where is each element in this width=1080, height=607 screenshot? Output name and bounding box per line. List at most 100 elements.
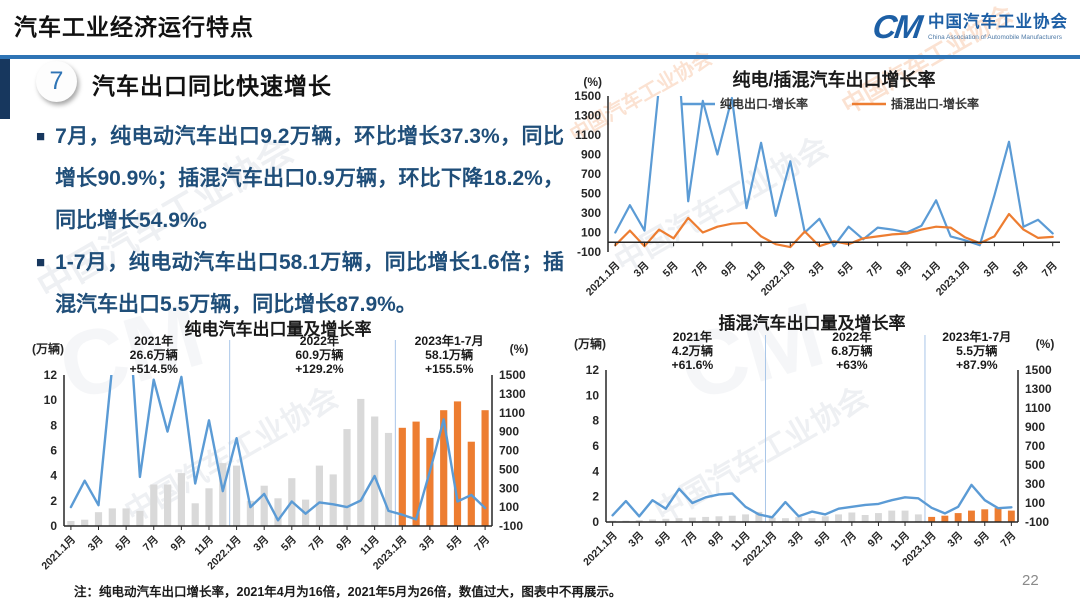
svg-text:5月: 5月 bbox=[972, 530, 992, 550]
svg-text:8: 8 bbox=[50, 418, 57, 432]
chart-phev-export-volume: -100 100 300 500 700 900 1100 1300 1500 0 2 4 6 8 10 12… bbox=[562, 310, 1074, 578]
svg-text:7月: 7月 bbox=[690, 260, 710, 280]
svg-text:700: 700 bbox=[499, 444, 519, 458]
svg-text:900: 900 bbox=[1025, 420, 1045, 434]
svg-text:500: 500 bbox=[581, 187, 601, 201]
svg-text:12: 12 bbox=[44, 368, 58, 382]
svg-text:1500: 1500 bbox=[1025, 363, 1052, 377]
svg-text:500: 500 bbox=[1025, 458, 1045, 472]
chart-growth-rates: -100 100 300 500 700 900 1100 1300 1500 2021.1月 3月… bbox=[562, 62, 1074, 300]
svg-text:100: 100 bbox=[1025, 496, 1045, 510]
svg-text:7月: 7月 bbox=[141, 534, 161, 554]
svg-text:(万辆): (万辆) bbox=[574, 336, 606, 351]
svg-text:300: 300 bbox=[1025, 477, 1045, 491]
svg-text:5月: 5月 bbox=[1011, 260, 1031, 280]
logo-org-name: 中国汽车工业协会 bbox=[928, 13, 1068, 32]
svg-text:2: 2 bbox=[50, 494, 57, 508]
svg-text:300: 300 bbox=[581, 206, 601, 220]
svg-text:1100: 1100 bbox=[575, 128, 601, 142]
svg-text:+155.5%: +155.5% bbox=[425, 362, 474, 376]
svg-text:2023年1-7月: 2023年1-7月 bbox=[415, 333, 484, 348]
svg-text:纯电汽车出口量及增长率: 纯电汽车出口量及增长率 bbox=[185, 319, 372, 339]
svg-text:3月: 3月 bbox=[632, 260, 652, 280]
svg-text:3月: 3月 bbox=[786, 530, 806, 550]
svg-text:5.5万辆: 5.5万辆 bbox=[956, 343, 997, 358]
svg-text:2021年: 2021年 bbox=[134, 333, 173, 348]
bullet-item: ■ 1-7月，纯电动汽车出口58.1万辆，同比增长1.6倍；插混汽车出口5.5万… bbox=[36, 242, 564, 326]
svg-text:900: 900 bbox=[499, 425, 519, 439]
svg-text:-100: -100 bbox=[577, 245, 601, 259]
svg-text:100: 100 bbox=[499, 500, 519, 514]
svg-text:+129.2%: +129.2% bbox=[295, 362, 344, 376]
svg-text:7月: 7月 bbox=[1040, 260, 1060, 280]
chart-bev-export-volume: -100 100 300 500 700 900 1100 1300 1500 0 2 4 6 8 10 12… bbox=[22, 318, 546, 580]
svg-text:4.2万辆: 4.2万辆 bbox=[672, 343, 713, 358]
svg-text:3月: 3月 bbox=[251, 534, 271, 554]
bullet-text: 1-7月，纯电动汽车出口58.1万辆，同比增长1.6倍；插混汽车出口5.5万辆，… bbox=[55, 251, 564, 316]
svg-text:7月: 7月 bbox=[306, 534, 326, 554]
svg-text:12: 12 bbox=[586, 363, 600, 377]
svg-text:9月: 9月 bbox=[334, 534, 354, 554]
svg-text:2022年: 2022年 bbox=[832, 329, 871, 344]
bullet-square-icon: ■ bbox=[36, 128, 46, 145]
svg-text:5月: 5月 bbox=[836, 260, 856, 280]
svg-text:10: 10 bbox=[44, 393, 58, 407]
svg-text:1300: 1300 bbox=[1025, 382, 1052, 396]
svg-text:插混汽车出口量及增长率: 插混汽车出口量及增长率 bbox=[719, 313, 906, 333]
svg-text:1500: 1500 bbox=[574, 89, 601, 103]
svg-text:11月: 11月 bbox=[744, 260, 768, 284]
svg-text:2021.1月: 2021.1月 bbox=[39, 534, 78, 573]
left-accent-bar bbox=[0, 59, 10, 119]
logo-org-name-en: China Association of Automobile Manufact… bbox=[928, 33, 1062, 41]
svg-text:(%): (%) bbox=[510, 342, 529, 356]
logo-monogram-icon: CM bbox=[870, 8, 923, 45]
svg-text:9月: 9月 bbox=[168, 534, 188, 554]
svg-text:(%): (%) bbox=[1036, 337, 1055, 351]
svg-text:10: 10 bbox=[586, 388, 600, 402]
svg-text:3月: 3月 bbox=[626, 530, 646, 550]
svg-text:900: 900 bbox=[581, 148, 601, 162]
svg-text:100: 100 bbox=[581, 226, 601, 240]
svg-text:9月: 9月 bbox=[894, 260, 914, 280]
svg-text:6: 6 bbox=[592, 439, 599, 453]
svg-text:500: 500 bbox=[499, 462, 519, 476]
svg-text:纯电/插混汽车出口增长率: 纯电/插混汽车出口增长率 bbox=[733, 69, 936, 90]
svg-text:3月: 3月 bbox=[806, 260, 826, 280]
svg-text:(万辆): (万辆) bbox=[32, 341, 64, 356]
svg-text:3月: 3月 bbox=[945, 530, 965, 550]
bullet-item: ■ 7月，纯电动汽车出口9.2万辆，环比增长37.3%，同比增长90.9%；插混… bbox=[36, 116, 564, 242]
svg-text:2022年: 2022年 bbox=[300, 333, 339, 348]
svg-text:300: 300 bbox=[499, 481, 519, 495]
bullet-text: 7月，纯电动汽车出口9.2万辆，环比增长37.3%，同比增长90.9%；插混汽车… bbox=[55, 125, 564, 232]
footnote: 注：纯电动汽车出口增长率，2021年4月为16倍，2021年5月为26倍，数值过… bbox=[74, 585, 622, 599]
svg-text:4: 4 bbox=[50, 469, 57, 483]
page-title: 汽车工业经济运行特点 bbox=[14, 14, 254, 40]
svg-text:5月: 5月 bbox=[445, 534, 465, 554]
svg-text:60.9万辆: 60.9万辆 bbox=[295, 347, 343, 362]
svg-text:5月: 5月 bbox=[113, 534, 133, 554]
svg-text:1100: 1100 bbox=[1025, 401, 1051, 415]
svg-text:+61.6%: +61.6% bbox=[672, 358, 714, 372]
svg-text:6: 6 bbox=[50, 444, 57, 458]
svg-text:-100: -100 bbox=[1025, 515, 1049, 529]
section-heading: 汽车出口同比快速增长 bbox=[92, 73, 332, 99]
svg-text:11月: 11月 bbox=[192, 534, 216, 558]
svg-text:7月: 7月 bbox=[839, 530, 859, 550]
svg-text:1300: 1300 bbox=[574, 109, 601, 123]
svg-text:+63%: +63% bbox=[836, 358, 868, 372]
svg-text:1500: 1500 bbox=[499, 368, 526, 382]
svg-text:2021.1月: 2021.1月 bbox=[581, 530, 620, 569]
svg-text:3月: 3月 bbox=[86, 534, 106, 554]
svg-text:5月: 5月 bbox=[653, 530, 673, 550]
svg-text:7月: 7月 bbox=[865, 260, 885, 280]
svg-text:11月: 11月 bbox=[729, 530, 753, 554]
svg-text:0: 0 bbox=[592, 515, 599, 529]
svg-text:8: 8 bbox=[592, 414, 599, 428]
svg-text:11月: 11月 bbox=[888, 530, 912, 554]
svg-text:9月: 9月 bbox=[719, 260, 739, 280]
page-number: 22 bbox=[1022, 572, 1039, 589]
svg-text:1100: 1100 bbox=[499, 406, 525, 420]
header-divider bbox=[0, 55, 1080, 59]
svg-text:58.1万辆: 58.1万辆 bbox=[425, 347, 473, 362]
svg-text:11月: 11月 bbox=[919, 260, 943, 284]
